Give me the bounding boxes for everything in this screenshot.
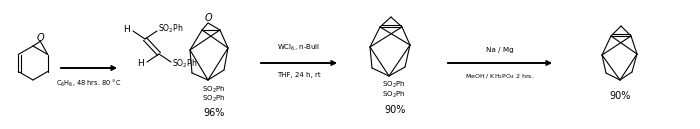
Text: O: O: [36, 33, 44, 43]
Text: SO$_2$Ph: SO$_2$Ph: [202, 85, 225, 95]
Text: H: H: [137, 59, 144, 68]
Text: 90%: 90%: [609, 91, 631, 101]
Text: MeOH / KH$_2$PO$_4$ 2 hrs.: MeOH / KH$_2$PO$_4$ 2 hrs.: [466, 72, 535, 81]
Text: 90%: 90%: [384, 105, 406, 115]
Text: 96%: 96%: [203, 108, 225, 118]
Text: SO$_2$Ph: SO$_2$Ph: [382, 90, 405, 100]
Text: SO$_2$Ph: SO$_2$Ph: [202, 94, 225, 104]
Text: Na / Mg: Na / Mg: [486, 47, 514, 53]
Text: SO$_2$Ph: SO$_2$Ph: [172, 58, 197, 70]
Text: SO$_2$Ph: SO$_2$Ph: [158, 23, 183, 35]
Text: WCl$_6$, n-Buli: WCl$_6$, n-Buli: [277, 43, 321, 53]
Text: SO$_2$Ph: SO$_2$Ph: [382, 80, 405, 90]
Text: O: O: [204, 13, 212, 23]
Text: C$_6$H$_6$, 48 hrs. 80 °C: C$_6$H$_6$, 48 hrs. 80 °C: [56, 78, 122, 89]
Text: H: H: [123, 25, 130, 34]
Text: THF, 24 h, rt: THF, 24 h, rt: [277, 72, 321, 78]
